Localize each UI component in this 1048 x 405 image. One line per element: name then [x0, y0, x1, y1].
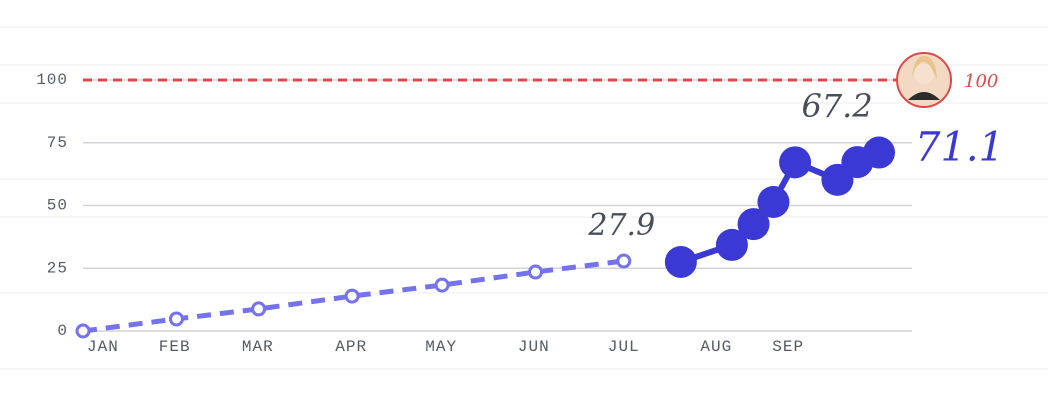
value-label: 71.1: [915, 125, 1004, 171]
y-tick-label: 100: [36, 71, 68, 89]
value-label: 27.9: [587, 208, 655, 243]
plot: 100 27.9 67.2 71.1: [75, 71, 1004, 339]
data-point: [757, 185, 790, 218]
x-tick-label: SEP: [772, 338, 804, 356]
y-tick-label: 75: [47, 134, 68, 152]
data-point: [434, 277, 450, 293]
data-point: [528, 264, 544, 280]
x-tick-label: MAY: [425, 338, 457, 356]
x-tick-label: AUG: [700, 338, 732, 356]
avatar: [896, 52, 952, 108]
value-label: 67.2: [801, 87, 872, 125]
y-tick-label: 25: [47, 259, 68, 277]
data-point: [863, 136, 895, 169]
data-point: [251, 301, 267, 317]
x-tick-label: JAN: [87, 338, 119, 356]
data-point: [344, 288, 360, 304]
data-point: [779, 146, 812, 179]
background-rules: [0, 26, 1048, 370]
y-tick-label: 0: [57, 322, 68, 340]
x-tick-label: JUL: [608, 338, 640, 356]
data-point: [75, 323, 91, 339]
x-tick-label: APR: [335, 338, 367, 356]
data-point: [737, 208, 770, 241]
data-point: [664, 245, 697, 278]
x-tick-label: FEB: [159, 338, 191, 356]
data-point: [168, 311, 184, 327]
x-tick-label: JUN: [518, 338, 550, 356]
data-point: [616, 253, 632, 269]
data-point: [715, 228, 748, 261]
x-tick-label: MAR: [242, 338, 274, 356]
y-tick-label: 50: [47, 197, 68, 215]
target-label: 100: [964, 71, 998, 92]
